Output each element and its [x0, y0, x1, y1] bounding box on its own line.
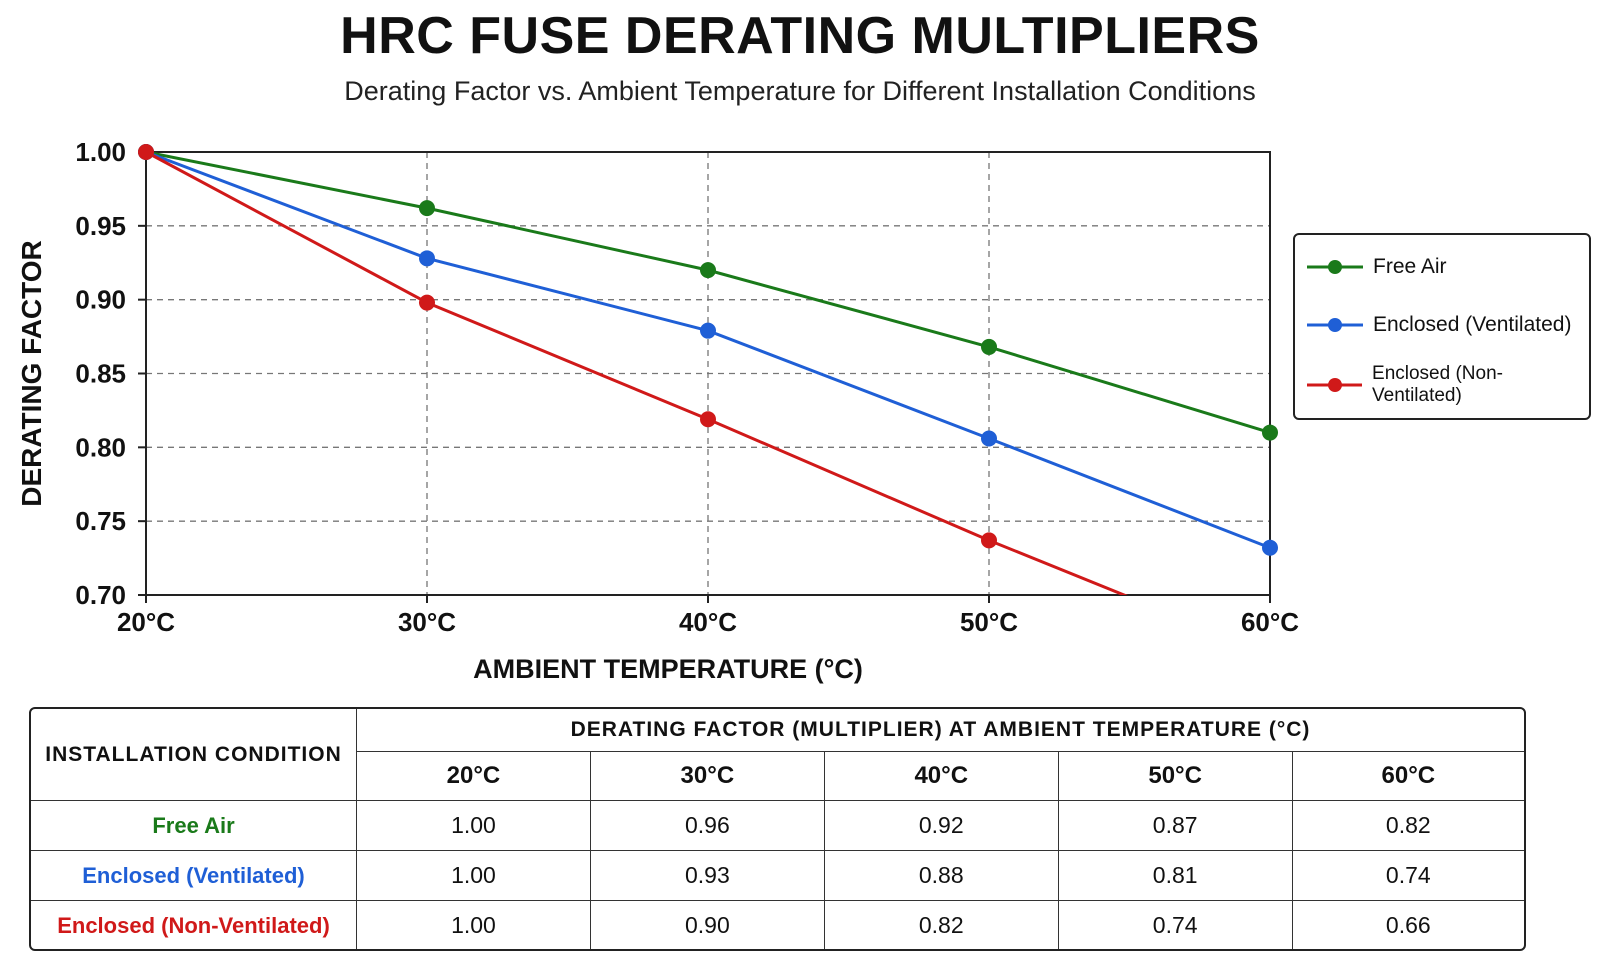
legend-item-enclosed-non-ventilated: Enclosed (Non-Ventilated): [1307, 363, 1589, 406]
data-point-free-air: [1262, 424, 1278, 441]
y-tick-label: 0.80: [75, 432, 126, 462]
table-cell: 0.82: [823, 900, 1059, 949]
legend-marker-enclosed-non-ventilated: [1307, 378, 1363, 392]
table-cell: 0.88: [823, 850, 1059, 901]
table-cell: 0.74: [1291, 850, 1524, 901]
y-axis-label: DERATING FACTOR: [16, 240, 47, 507]
chart-title: HRC FUSE DERATING MULTIPLIERS: [340, 7, 1260, 65]
table-cell: 0.93: [589, 850, 825, 901]
data-point-enclosed-non-ventilated: [419, 294, 435, 311]
data-point-enclosed-ventilated: [981, 430, 997, 447]
series-line-enclosed-non-ventilated: [145, 150, 1129, 595]
y-tick-label: 0.75: [75, 506, 126, 536]
x-tick-label: 50°C: [960, 607, 1018, 637]
y-tick-label: 1.00: [75, 137, 126, 167]
row-label-enclosed-non-ventilated: Enclosed (Non-Ventilated): [31, 900, 357, 949]
table-cell: 0.87: [1057, 800, 1293, 851]
derating-table: INSTALLATION CONDITION DERATING FACTOR (…: [29, 707, 1526, 951]
data-point-enclosed-ventilated: [700, 322, 716, 339]
legend-label: Enclosed (Ventilated): [1373, 313, 1572, 336]
table-row: Free Air 1.00 0.96 0.92 0.87 0.82: [31, 800, 1524, 851]
y-tick-label: 0.70: [75, 580, 126, 610]
table-cell: 0.66: [1291, 900, 1524, 949]
table-cell: 1.00: [356, 850, 591, 901]
x-tick-label: 60°C: [1241, 607, 1299, 637]
row-label-free-air: Free Air: [31, 800, 357, 851]
y-tick-label: 0.85: [75, 359, 126, 389]
data-point-enclosed-ventilated: [419, 250, 435, 267]
table-header-group: DERATING FACTOR (MULTIPLIER) AT AMBIENT …: [356, 709, 1524, 752]
x-tick-label: 40°C: [679, 607, 737, 637]
table-header-temp: 50°C: [1057, 751, 1293, 801]
table-cell: 1.00: [356, 900, 591, 949]
table-cell: 0.74: [1057, 900, 1293, 949]
data-point-free-air: [700, 262, 716, 279]
data-point-free-air: [419, 200, 435, 217]
data-point-enclosed-non-ventilated: [138, 144, 154, 160]
y-tick-label: 0.95: [75, 211, 126, 241]
table-header-temp: 40°C: [823, 751, 1059, 801]
legend-item-enclosed-ventilated: Enclosed (Ventilated): [1307, 310, 1571, 340]
table-row: Enclosed (Ventilated) 1.00 0.93 0.88 0.8…: [31, 850, 1524, 901]
table-header-condition: INSTALLATION CONDITION: [31, 709, 357, 801]
table-cell: 1.00: [356, 800, 591, 851]
row-label-enclosed-ventilated: Enclosed (Ventilated): [31, 850, 357, 901]
legend-marker-enclosed-ventilated: [1307, 318, 1363, 332]
legend-label: Enclosed (Non-Ventilated): [1372, 363, 1503, 406]
table-cell: 0.82: [1291, 800, 1524, 851]
data-point-enclosed-ventilated: [1262, 539, 1278, 556]
data-point-free-air: [981, 338, 997, 355]
series-line-free-air: [145, 150, 1271, 435]
table-header-temp: 30°C: [589, 751, 825, 801]
table-row: Enclosed (Non-Ventilated) 1.00 0.90 0.82…: [31, 900, 1524, 949]
table-header-temp: 20°C: [356, 751, 591, 801]
x-tick-label: 20°C: [117, 607, 175, 637]
x-tick-label: 30°C: [398, 607, 456, 637]
data-point-enclosed-non-ventilated: [981, 532, 997, 549]
table-header-temp: 60°C: [1291, 751, 1524, 801]
y-tick-label: 0.90: [75, 285, 126, 315]
data-point-enclosed-non-ventilated: [700, 411, 716, 428]
legend-item-free-air: Free Air: [1307, 252, 1447, 282]
x-axis-label: AMBIENT TEMPERATURE (°C): [473, 654, 863, 684]
chart-legend: Free Air Enclosed (Ventilated) Enclosed …: [1293, 233, 1591, 420]
legend-label: Free Air: [1373, 255, 1447, 278]
table-cell: 0.92: [823, 800, 1059, 851]
table-cell: 0.90: [589, 900, 825, 949]
table-cell: 0.81: [1057, 850, 1293, 901]
chart-subtitle: Derating Factor vs. Ambient Temperature …: [344, 76, 1256, 106]
legend-marker-free-air: [1307, 260, 1363, 274]
table-cell: 0.96: [589, 800, 825, 851]
